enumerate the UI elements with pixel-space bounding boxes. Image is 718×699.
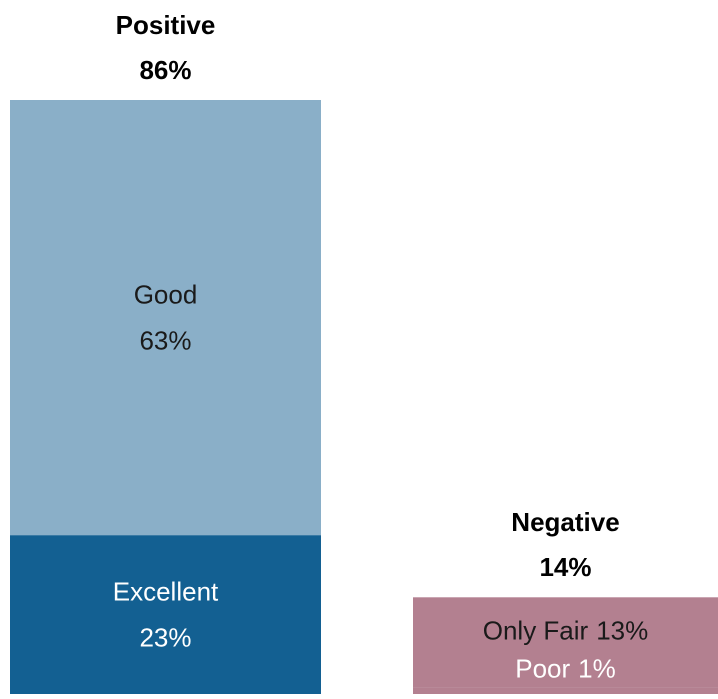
bar-segment [10, 100, 321, 536]
segment-name: Only Fair [483, 616, 589, 646]
segment-value: 23% [139, 622, 191, 652]
bar-segment [10, 535, 321, 694]
segment-name: Poor [515, 654, 570, 684]
category-label: Positive [116, 10, 216, 40]
segment-name: Good [134, 279, 198, 309]
category-label: Negative [511, 507, 619, 537]
segment-name: Excellent [113, 576, 219, 606]
segment-label: Poor 1% [515, 654, 616, 684]
bar-segment [413, 687, 718, 694]
bar-segment [413, 597, 718, 688]
segment-label: Only Fair 13% [483, 616, 649, 646]
total-label: 86% [139, 55, 191, 85]
segment-value: 63% [139, 325, 191, 355]
segment-value: 1% [578, 654, 616, 684]
total-label: 14% [539, 552, 591, 582]
segment-value: 13% [596, 616, 648, 646]
